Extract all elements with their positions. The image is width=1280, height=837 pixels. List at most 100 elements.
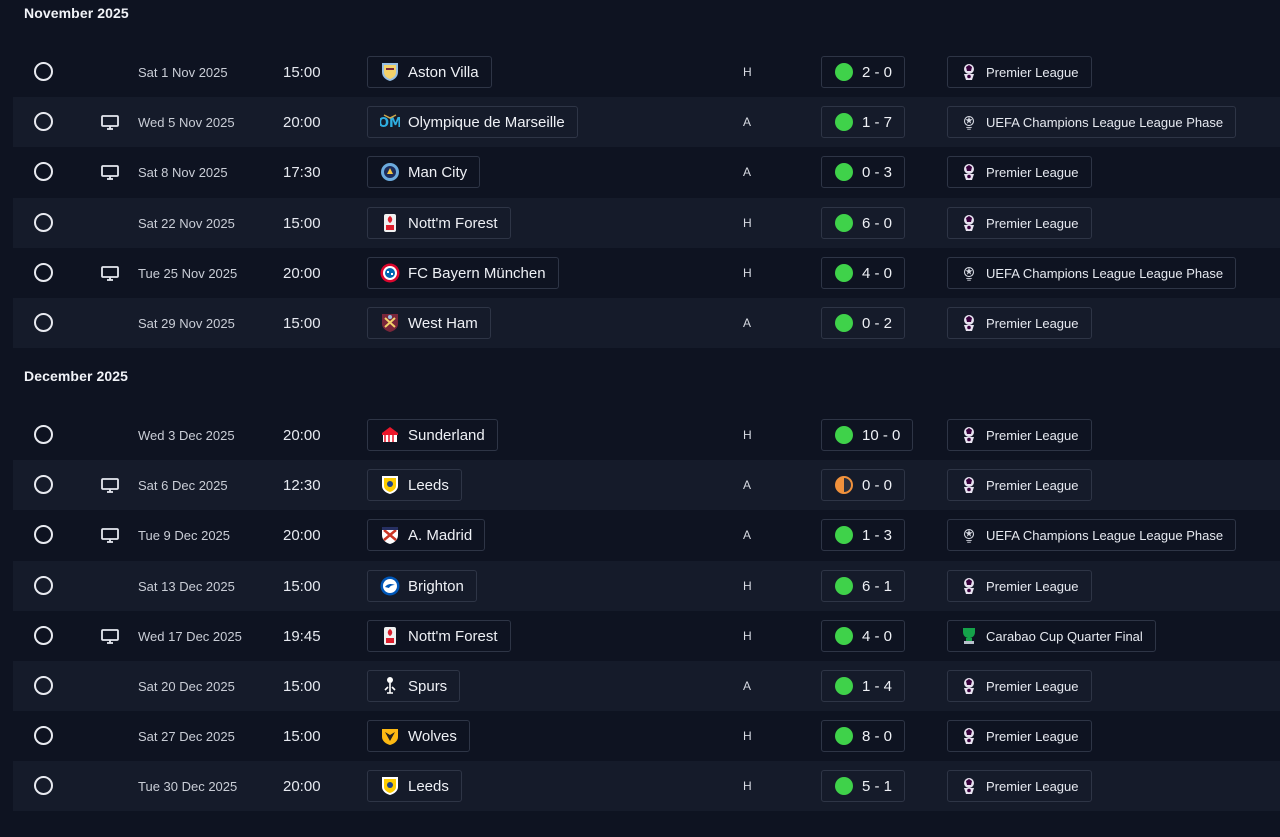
result-score-button[interactable]: 1 - 7 — [821, 106, 906, 138]
competition-name: UEFA Champions League League Phase — [986, 114, 1224, 130]
competition-button[interactable]: Premier League — [947, 670, 1092, 702]
fixture-row[interactable]: Sat 27 Dec 2025 15:00 Wolves H 8 - 0 Premier … — [13, 711, 1280, 761]
carabao-cup-icon — [960, 627, 978, 645]
result-score-button[interactable]: 6 - 1 — [821, 570, 906, 602]
opponent-button[interactable]: Nott'm Forest — [367, 207, 511, 239]
fixture-time: 15:00 — [283, 214, 321, 232]
fixture-select-radio[interactable] — [34, 525, 53, 544]
premier-league-icon — [960, 426, 978, 444]
win-result-icon — [835, 214, 853, 232]
opponent-button[interactable]: West Ham — [367, 307, 491, 339]
competition-button[interactable]: Premier League — [947, 419, 1092, 451]
result-score-button[interactable]: 0 - 2 — [821, 307, 906, 339]
fixture-select-radio[interactable] — [34, 162, 53, 181]
score-value: 5 - 1 — [862, 777, 893, 795]
opponent-button[interactable]: Aston Villa — [367, 56, 492, 88]
fixture-row[interactable]: Sat 13 Dec 2025 15:00 Brighton H 6 - 1 Premie… — [13, 561, 1280, 611]
fixture-row[interactable]: Tue 9 Dec 2025 20:00 A. Madrid A 1 - 3 UEFA C… — [13, 510, 1280, 560]
fixture-date: Wed 17 Dec 2025 — [138, 628, 242, 644]
premier-league-icon — [960, 476, 978, 494]
opponent-button[interactable]: Brighton — [367, 570, 477, 602]
fixture-row[interactable]: Sat 8 Nov 2025 17:30 Man City A 0 - 3 Premier… — [13, 147, 1280, 197]
fixture-select-radio[interactable] — [34, 576, 53, 595]
fixture-row[interactable]: Wed 3 Dec 2025 20:00 Sunderland H 10 - 0 Prem… — [13, 410, 1280, 460]
competition-button[interactable]: Premier League — [947, 307, 1092, 339]
fixture-row[interactable]: Sat 6 Dec 2025 12:30 Leeds A 0 - 0 Premier Le… — [13, 460, 1280, 510]
fixture-row[interactable]: Tue 25 Nov 2025 20:00 FC Bayern München H 4 … — [13, 248, 1280, 298]
fixture-row[interactable]: Wed 5 Nov 2025 20:00 OM Olympique de Marsei… — [13, 97, 1280, 147]
fixture-select-radio[interactable] — [34, 425, 53, 444]
competition-button[interactable]: Premier League — [947, 770, 1092, 802]
fixture-select-radio[interactable] — [34, 213, 53, 232]
fixture-date: Tue 30 Dec 2025 — [138, 778, 238, 794]
opponent-name: Leeds — [408, 476, 449, 494]
result-score-button[interactable]: 4 - 0 — [821, 257, 906, 289]
fixture-row[interactable]: Sat 22 Nov 2025 15:00 Nott'm Forest H 6 - 0 P… — [13, 198, 1280, 248]
fixture-select-radio[interactable] — [34, 112, 53, 131]
tv-icon — [101, 147, 119, 197]
result-score-button[interactable]: 1 - 3 — [821, 519, 906, 551]
result-score-button[interactable]: 0 - 3 — [821, 156, 906, 188]
fixture-row[interactable]: Wed 17 Dec 2025 19:45 Nott'm Forest H 4 - 0 C… — [13, 611, 1280, 661]
competition-button[interactable]: Carabao Cup Quarter Final — [947, 620, 1156, 652]
competition-name: Premier League — [986, 477, 1079, 493]
competition-button[interactable]: Premier League — [947, 156, 1092, 188]
result-score-button[interactable]: 5 - 1 — [821, 770, 906, 802]
competition-name: UEFA Champions League League Phase — [986, 527, 1224, 543]
marseille-crest: OM — [380, 112, 400, 132]
opponent-button[interactable]: Sunderland — [367, 419, 498, 451]
fixture-select-radio[interactable] — [34, 313, 53, 332]
west-ham-crest — [380, 313, 400, 333]
opponent-button[interactable]: A. Madrid — [367, 519, 486, 551]
tv-icon-graphic — [101, 527, 119, 543]
fixture-time: 19:45 — [283, 627, 321, 645]
opponent-button[interactable]: Leeds — [367, 770, 462, 802]
fixture-select-radio[interactable] — [34, 776, 53, 795]
fixture-select-radio[interactable] — [34, 626, 53, 645]
opponent-button[interactable]: OM Olympique de Marseille — [367, 106, 578, 138]
opponent-button[interactable]: Spurs — [367, 670, 461, 702]
venue-indicator: H — [743, 729, 752, 743]
competition-button[interactable]: Premier League — [947, 720, 1092, 752]
competition-button[interactable]: Premier League — [947, 207, 1092, 239]
score-value: 0 - 0 — [862, 476, 893, 494]
result-score-button[interactable]: 4 - 0 — [821, 620, 906, 652]
fixture-select-radio[interactable] — [34, 263, 53, 282]
result-score-button[interactable]: 10 - 0 — [821, 419, 914, 451]
competition-button[interactable]: Premier League — [947, 56, 1092, 88]
result-score-button[interactable]: 1 - 4 — [821, 670, 906, 702]
fixture-date: Sat 8 Nov 2025 — [138, 164, 228, 180]
fixture-select-radio[interactable] — [34, 62, 53, 81]
competition-button[interactable]: UEFA Champions League League Phase — [947, 257, 1237, 289]
fixture-row[interactable]: Sat 20 Dec 2025 15:00 Spurs A 1 - 4 Premier L… — [13, 661, 1280, 711]
venue-indicator: H — [743, 779, 752, 793]
competition-button[interactable]: UEFA Champions League League Phase — [947, 106, 1237, 138]
win-result-icon — [835, 264, 853, 282]
fixture-select-radio[interactable] — [34, 726, 53, 745]
result-score-button[interactable]: 0 - 0 — [821, 469, 906, 501]
opponent-button[interactable]: Wolves — [367, 720, 470, 752]
score-value: 1 - 7 — [862, 113, 893, 131]
opponent-button[interactable]: Nott'm Forest — [367, 620, 511, 652]
win-result-icon — [835, 677, 853, 695]
fixture-row[interactable]: Sat 1 Nov 2025 15:00 Aston Villa H 2 - 0 Prem… — [13, 47, 1280, 97]
fixture-select-radio[interactable] — [34, 475, 53, 494]
win-result-icon — [835, 163, 853, 181]
competition-button[interactable]: UEFA Champions League League Phase — [947, 519, 1237, 551]
fixture-time: 12:30 — [283, 476, 321, 494]
competition-button[interactable]: Premier League — [947, 570, 1092, 602]
result-score-button[interactable]: 6 - 0 — [821, 207, 906, 239]
opponent-button[interactable]: Leeds — [367, 469, 462, 501]
fixture-row[interactable]: Tue 30 Dec 2025 20:00 Leeds H 5 - 1 Premier L… — [13, 761, 1280, 811]
result-score-button[interactable]: 8 - 0 — [821, 720, 906, 752]
fixture-date: Sat 13 Dec 2025 — [138, 578, 235, 594]
competition-button[interactable]: Premier League — [947, 469, 1092, 501]
opponent-button[interactable]: FC Bayern München — [367, 257, 559, 289]
result-score-button[interactable]: 2 - 0 — [821, 56, 906, 88]
fixture-time: 15:00 — [283, 727, 321, 745]
opponent-button[interactable]: Man City — [367, 156, 481, 188]
fixture-row[interactable]: Sat 29 Nov 2025 15:00 West Ham A 0 - 2 Premie… — [13, 298, 1280, 348]
fixture-select-radio[interactable] — [34, 676, 53, 695]
spurs-crest — [380, 676, 400, 696]
win-result-icon — [835, 113, 853, 131]
